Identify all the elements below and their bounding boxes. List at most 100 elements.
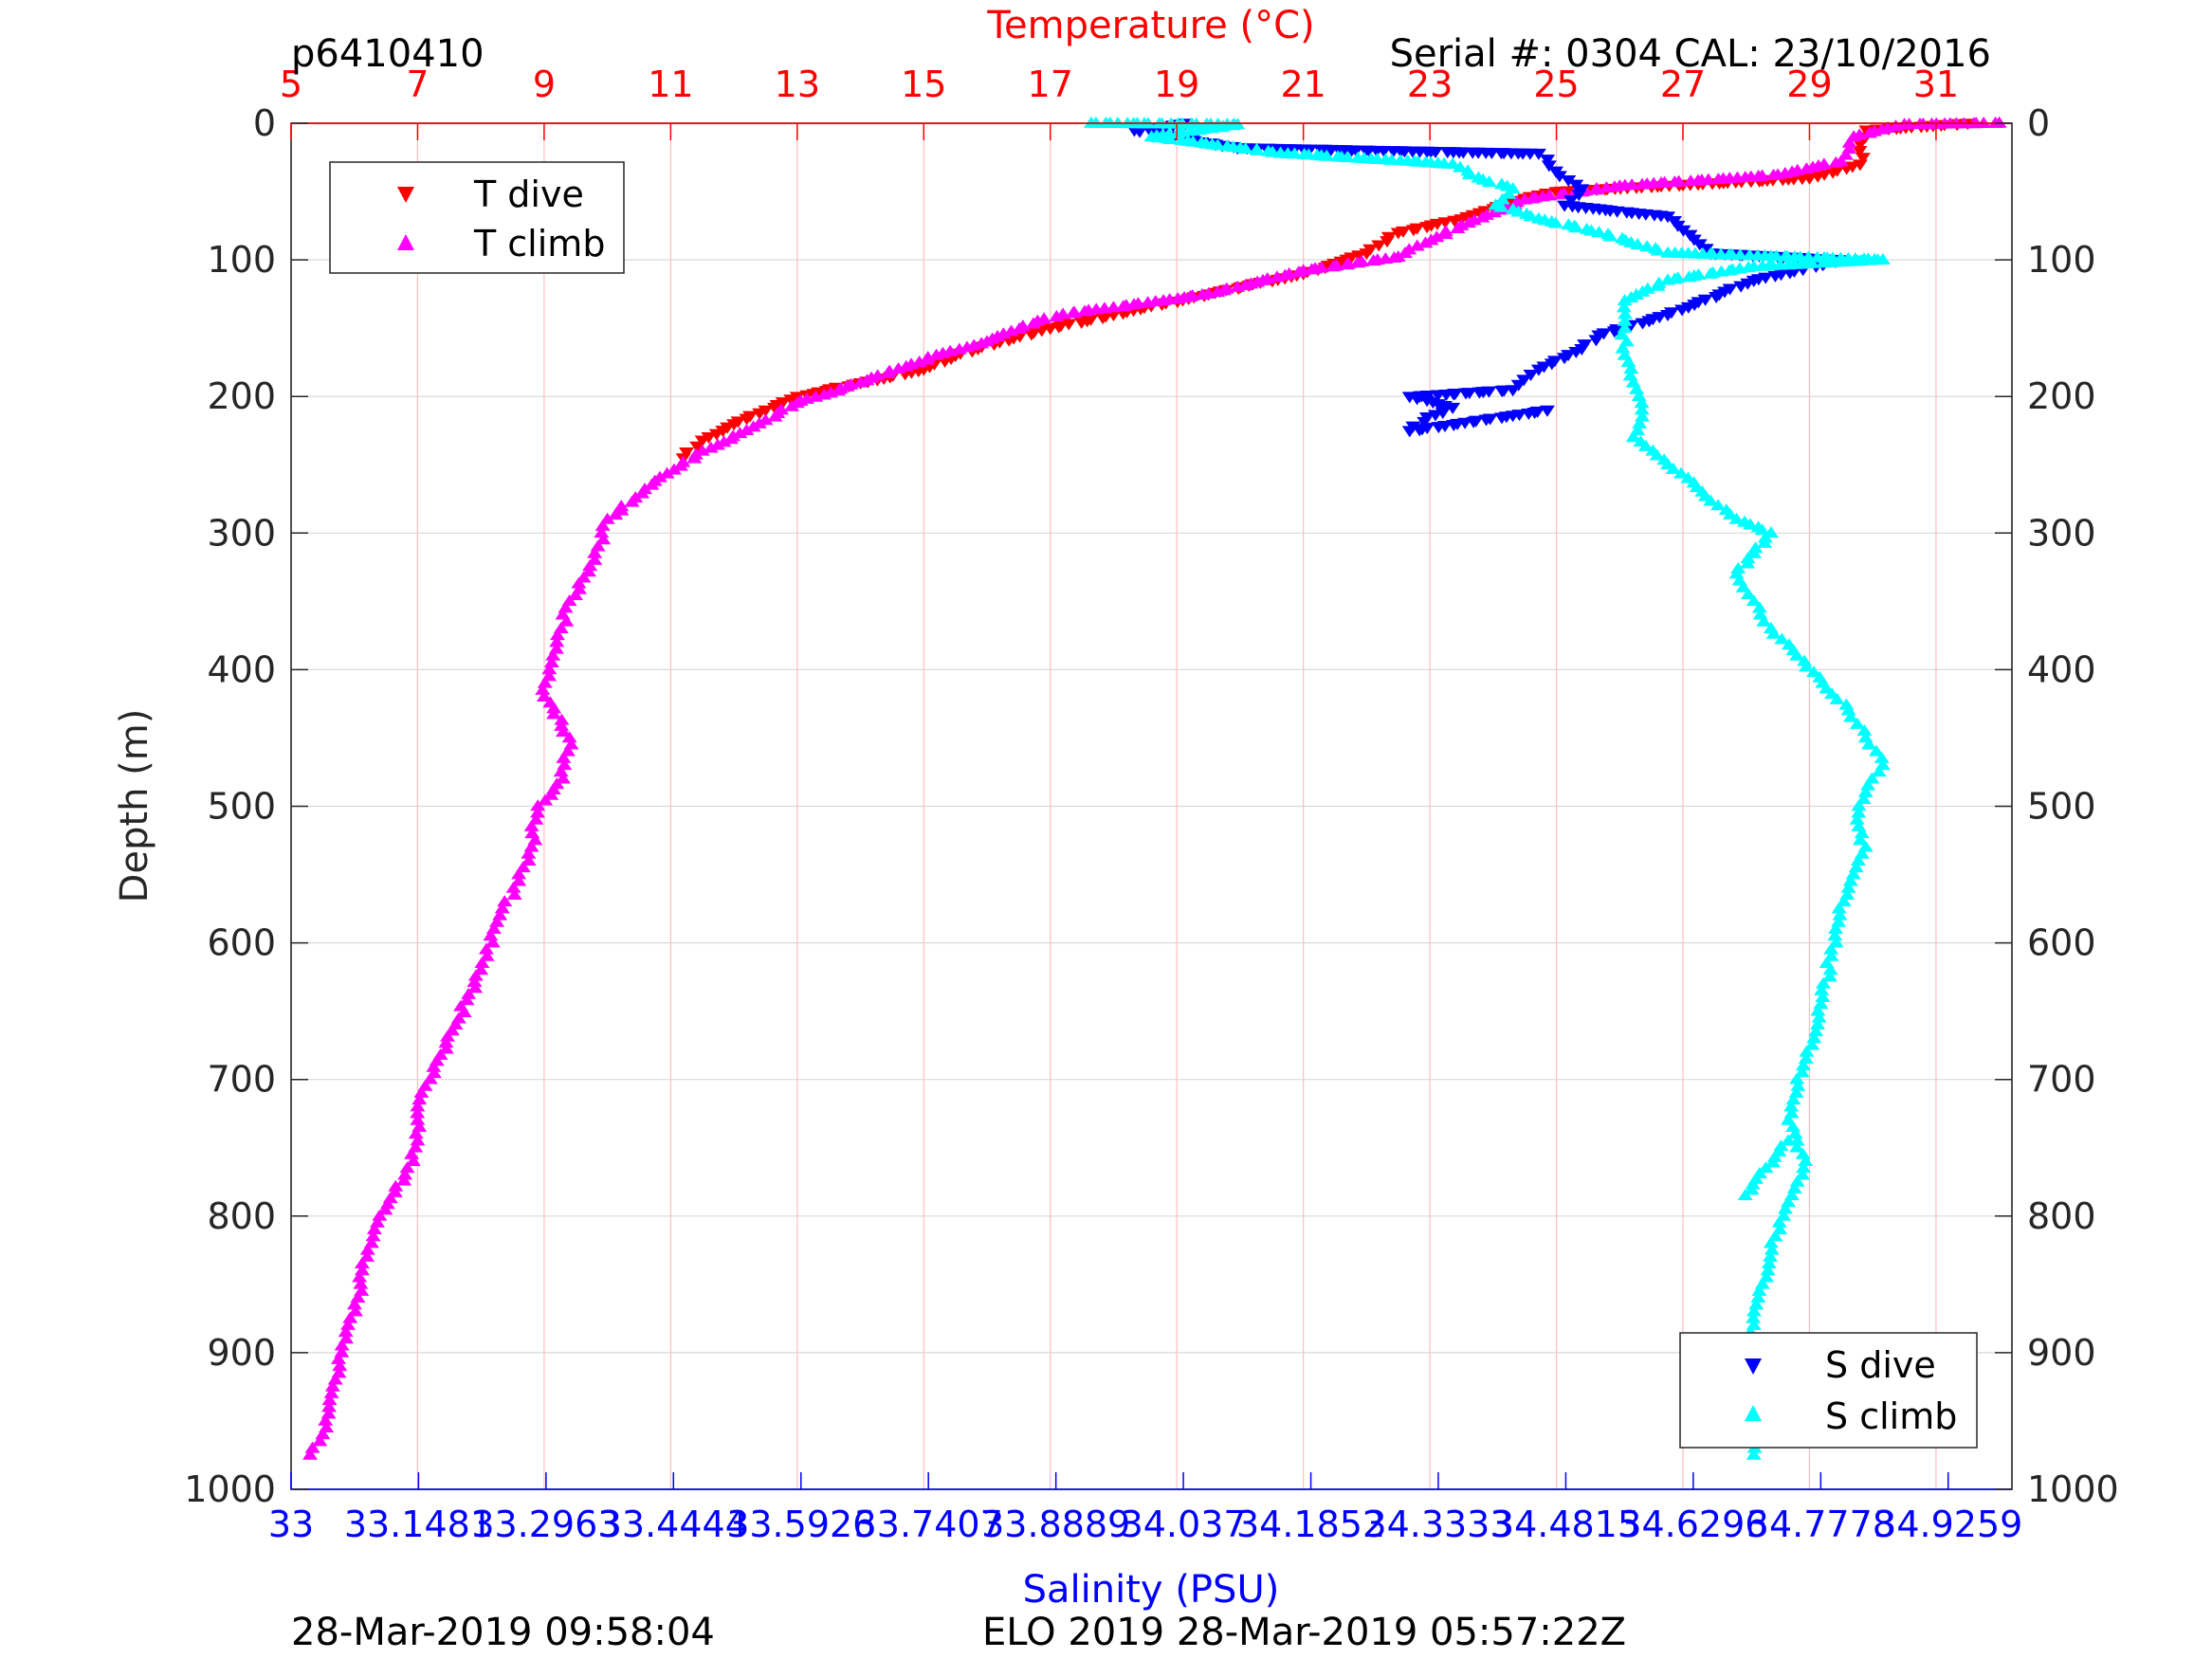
marker-s-climb (1785, 1093, 1801, 1105)
salinity-tick-label: 33.5926 (726, 1504, 875, 1545)
marker-t-climb (413, 1085, 430, 1098)
marker-t-climb (1634, 177, 1650, 190)
marker-t-dive (679, 447, 695, 460)
marker-t-climb (1588, 183, 1604, 195)
marker-s-dive (1401, 426, 1417, 438)
marker-s-dive (1468, 415, 1484, 428)
marker-t-climb (666, 463, 682, 475)
marker-s-climb (1615, 341, 1631, 354)
marker-s-climb (1629, 382, 1645, 394)
marker-t-climb (494, 902, 510, 914)
marker-s-climb (1740, 587, 1756, 599)
marker-s-climb (1088, 116, 1104, 128)
marker-t-climb (554, 713, 570, 725)
marker-s-climb (1783, 1100, 1800, 1112)
marker-t-dive (701, 432, 717, 445)
depth-tick-label-right: 400 (2027, 648, 2096, 690)
marker-s-climb (1162, 132, 1179, 144)
marker-s-dive (1551, 171, 1567, 183)
marker-t-climb (304, 1441, 320, 1453)
marker-s-dive (1348, 145, 1364, 157)
depth-tick-label-left: 400 (207, 648, 276, 690)
series-s-climb (1083, 116, 1891, 1460)
marker-s-climb (1494, 192, 1510, 205)
marker-s-climb (1806, 665, 1822, 678)
marker-s-climb (1761, 1257, 1777, 1269)
marker-t-dive (1073, 317, 1089, 329)
marker-t-climb (459, 994, 475, 1006)
marker-t-climb (521, 853, 537, 866)
marker-s-climb (1746, 1311, 1762, 1323)
depth-tick-label-left: 100 (207, 239, 276, 281)
marker-t-climb (1450, 221, 1466, 233)
marker-s-climb (1616, 301, 1632, 313)
marker-t-climb (556, 725, 572, 738)
marker-t-climb (1077, 304, 1093, 317)
depth-tick-label-right: 100 (2027, 239, 2096, 281)
marker-t-climb (1230, 280, 1246, 292)
marker-s-climb (1856, 724, 1873, 737)
marker-s-climb (1703, 494, 1719, 506)
marker-s-climb (1828, 921, 1844, 934)
marker-t-climb (928, 348, 944, 360)
marker-s-dive (1430, 390, 1446, 402)
salinity-tick-label: 34.1852 (1236, 1504, 1385, 1545)
marker-t-climb (558, 614, 575, 627)
legend-t-dive-label: T dive (473, 173, 584, 215)
marker-s-climb (1849, 812, 1865, 825)
marker-s-climb (1748, 1298, 1764, 1310)
temperature-tick-label: 31 (1913, 64, 1959, 105)
marker-t-climb (852, 375, 868, 388)
marker-s-climb (1110, 117, 1126, 129)
marker-t-climb (537, 676, 553, 688)
marker-s-dive (1458, 388, 1474, 400)
marker-t-climb (561, 731, 577, 743)
marker-t-climb (467, 969, 484, 981)
marker-s-climb (1237, 141, 1253, 154)
marker-s-climb (1481, 175, 1497, 188)
marker-t-climb (890, 362, 906, 374)
temperature-tick-label: 17 (1028, 64, 1073, 105)
marker-t-climb (354, 1257, 370, 1269)
footer-mission: ELO 2019 28-Mar-2019 05:57:22Z (982, 1611, 1626, 1654)
marker-s-climb (1806, 1031, 1822, 1044)
marker-t-climb (556, 751, 572, 763)
marker-s-dive (1482, 413, 1498, 426)
marker-s-climb (1754, 523, 1770, 536)
depth-tick-label-right: 800 (2027, 1195, 2096, 1237)
temperature-tick-label: 23 (1407, 64, 1453, 105)
marker-s-dive (1427, 146, 1443, 158)
marker-t-dive (715, 426, 731, 438)
marker-t-climb (366, 1223, 382, 1235)
marker-t-climb (478, 942, 494, 955)
marker-s-climb (1740, 556, 1756, 569)
marker-t-climb (388, 1179, 404, 1192)
salinity-tick-label: 33 (268, 1504, 314, 1545)
marker-s-climb (1795, 1147, 1811, 1159)
marker-s-climb (1789, 1072, 1805, 1085)
marker-t-climb (546, 707, 562, 720)
marker-t-climb (545, 648, 561, 661)
marker-t-climb (1517, 192, 1533, 205)
marker-t-dive (694, 435, 710, 447)
marker-t-climb (911, 355, 927, 367)
marker-s-climb (1747, 541, 1764, 554)
marker-t-climb (323, 1386, 339, 1398)
legend-temperature: T dive T climb (329, 161, 625, 274)
marker-s-climb (1795, 1059, 1811, 1071)
marker-t-dive (689, 441, 705, 453)
marker-t-climb (659, 466, 675, 479)
marker-t-climb (808, 390, 824, 402)
marker-t-dive (1855, 153, 1871, 165)
marker-t-climb (1417, 236, 1434, 248)
depth-tick-label-left: 600 (207, 922, 276, 964)
marker-s-climb (1743, 518, 1759, 530)
marker-t-climb (1269, 270, 1285, 283)
depth-tick-label-right: 0 (2027, 102, 2050, 144)
temperature-tick-label: 9 (533, 64, 556, 105)
marker-t-climb (332, 1359, 348, 1372)
salinity-tick-label: 33.8889 (981, 1504, 1130, 1545)
marker-s-dive (1568, 347, 1584, 359)
marker-s-climb (1204, 121, 1220, 134)
marker-t-climb (1210, 285, 1226, 298)
